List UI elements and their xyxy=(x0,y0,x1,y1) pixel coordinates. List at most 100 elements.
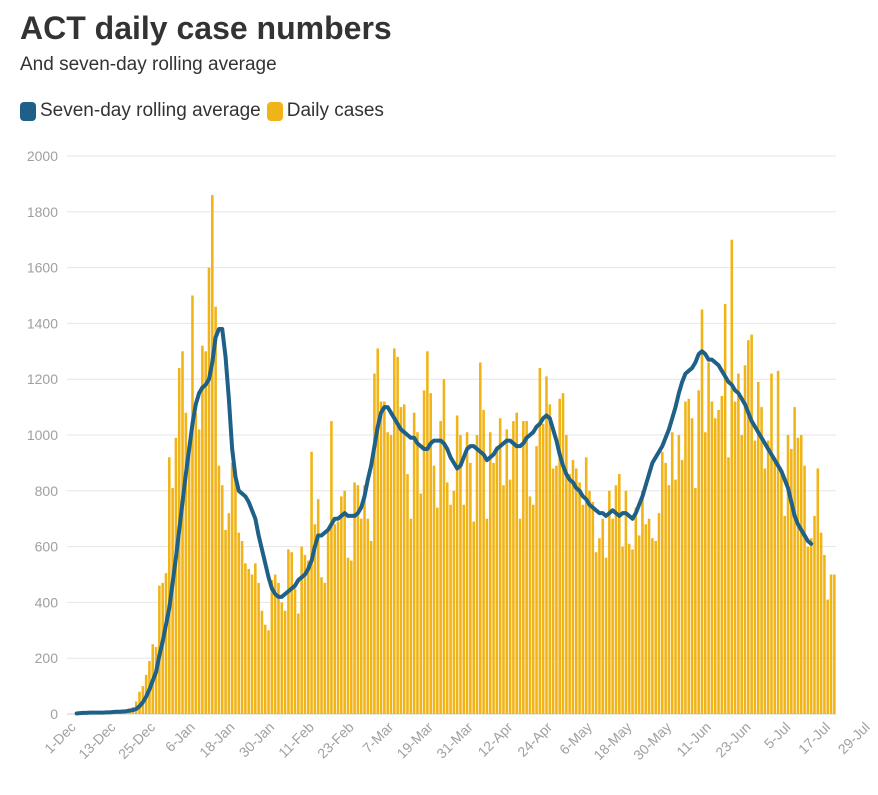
bar-daily-cases[interactable] xyxy=(270,580,274,714)
bar-daily-cases[interactable] xyxy=(214,306,217,714)
bar-daily-cases[interactable] xyxy=(436,507,439,714)
bar-daily-cases[interactable] xyxy=(396,356,399,714)
bar-daily-cases[interactable] xyxy=(535,446,538,714)
bar-daily-cases[interactable] xyxy=(247,568,250,714)
bar-daily-cases[interactable] xyxy=(819,532,823,714)
bar-daily-cases[interactable] xyxy=(220,485,224,714)
bar-daily-cases[interactable] xyxy=(704,432,707,714)
bar-daily-cases[interactable] xyxy=(641,490,644,714)
bar-daily-cases[interactable] xyxy=(330,421,333,714)
bar-daily-cases[interactable] xyxy=(237,532,241,714)
bar-daily-cases[interactable] xyxy=(654,541,657,714)
bar-daily-cases[interactable] xyxy=(316,499,320,714)
bar-daily-cases[interactable] xyxy=(720,395,724,714)
bar-daily-cases[interactable] xyxy=(763,468,767,714)
bar-daily-cases[interactable] xyxy=(823,554,826,714)
bar-daily-cases[interactable] xyxy=(700,309,704,714)
bar-daily-cases[interactable] xyxy=(793,407,796,714)
bar-daily-cases[interactable] xyxy=(717,409,720,714)
bar-daily-cases[interactable] xyxy=(551,468,555,714)
bar-daily-cases[interactable] xyxy=(561,393,565,714)
bar-daily-cases[interactable] xyxy=(389,435,393,714)
bar-daily-cases[interactable] xyxy=(525,421,528,714)
bar-daily-cases[interactable] xyxy=(422,390,426,714)
bar-daily-cases[interactable] xyxy=(240,541,244,714)
bar-daily-cases[interactable] xyxy=(621,546,624,714)
bar-daily-cases[interactable] xyxy=(234,468,237,714)
bar-daily-cases[interactable] xyxy=(723,303,727,714)
bar-daily-cases[interactable] xyxy=(694,488,697,714)
bar-daily-cases[interactable] xyxy=(667,485,671,714)
bar-daily-cases[interactable] xyxy=(297,613,300,714)
bar-daily-cases[interactable] xyxy=(770,373,773,714)
bar-daily-cases[interactable] xyxy=(591,501,595,714)
bar-daily-cases[interactable] xyxy=(637,535,641,714)
bar-daily-cases[interactable] xyxy=(498,418,502,714)
bar-daily-cases[interactable] xyxy=(267,630,270,714)
bar-daily-cases[interactable] xyxy=(475,435,479,714)
bar-daily-cases[interactable] xyxy=(363,485,366,714)
bar-daily-cases[interactable] xyxy=(743,365,747,714)
bar-daily-cases[interactable] xyxy=(522,421,525,714)
bar-daily-cases[interactable] xyxy=(366,518,370,714)
bar-daily-cases[interactable] xyxy=(287,549,290,714)
bar-daily-cases[interactable] xyxy=(796,437,800,714)
bar-daily-cases[interactable] xyxy=(472,521,475,714)
bar-daily-cases[interactable] xyxy=(211,195,214,714)
bar-daily-cases[interactable] xyxy=(197,429,201,714)
bar-daily-cases[interactable] xyxy=(409,518,413,714)
bar-daily-cases[interactable] xyxy=(578,482,581,714)
bar-daily-cases[interactable] xyxy=(813,515,816,714)
bar-daily-cases[interactable] xyxy=(710,401,714,714)
bar-daily-cases[interactable] xyxy=(429,393,432,714)
bar-daily-cases[interactable] xyxy=(254,563,257,714)
bar-daily-cases[interactable] xyxy=(191,295,194,715)
bar-daily-cases[interactable] xyxy=(492,462,495,714)
bar-daily-cases[interactable] xyxy=(548,404,552,714)
bar-daily-cases[interactable] xyxy=(485,518,489,714)
bar-daily-cases[interactable] xyxy=(680,460,684,714)
bar-daily-cases[interactable] xyxy=(303,554,307,714)
bar-daily-cases[interactable] xyxy=(416,432,419,714)
bar-daily-cases[interactable] xyxy=(277,582,280,714)
bar-daily-cases[interactable] xyxy=(687,398,691,714)
bar-daily-cases[interactable] xyxy=(608,490,611,714)
bar-daily-cases[interactable] xyxy=(508,479,512,714)
bar-daily-cases[interactable] xyxy=(412,412,416,714)
bar-daily-cases[interactable] xyxy=(224,529,227,714)
bar-daily-cases[interactable] xyxy=(369,541,373,714)
bar-daily-cases[interactable] xyxy=(399,407,403,714)
bar-daily-cases[interactable] xyxy=(713,418,717,714)
bar-daily-cases[interactable] xyxy=(677,435,681,714)
line-rolling-average[interactable] xyxy=(74,326,814,716)
bar-daily-cases[interactable] xyxy=(359,518,363,714)
bar-daily-cases[interactable] xyxy=(816,468,820,714)
bar-daily-cases[interactable] xyxy=(790,448,793,714)
bar-daily-cases[interactable] xyxy=(455,415,459,714)
bar-daily-cases[interactable] xyxy=(604,557,608,714)
bar-daily-cases[interactable] xyxy=(747,340,750,714)
bar-daily-cases[interactable] xyxy=(217,465,221,714)
bar-daily-cases[interactable] xyxy=(545,376,548,714)
bar-daily-cases[interactable] xyxy=(310,451,313,714)
bar-daily-cases[interactable] xyxy=(611,518,614,714)
bar-daily-cases[interactable] xyxy=(515,412,518,714)
bar-daily-cases[interactable] xyxy=(512,421,515,714)
bar-daily-cases[interactable] xyxy=(260,610,264,714)
bar-daily-cases[interactable] xyxy=(204,351,207,714)
bar-daily-cases[interactable] xyxy=(293,588,297,714)
bar-daily-cases[interactable] xyxy=(647,518,651,714)
bar-daily-cases[interactable] xyxy=(313,524,317,714)
bar-daily-cases[interactable] xyxy=(730,239,734,714)
bar-daily-cases[interactable] xyxy=(376,348,380,714)
bar-daily-cases[interactable] xyxy=(574,468,578,714)
bar-daily-cases[interactable] xyxy=(250,574,254,715)
bar-daily-cases[interactable] xyxy=(280,602,284,714)
bar-daily-cases[interactable] xyxy=(581,504,585,714)
bar-daily-cases[interactable] xyxy=(737,373,740,714)
bar-daily-cases[interactable] xyxy=(326,529,330,714)
bar-daily-cases[interactable] xyxy=(227,513,231,714)
bar-daily-cases[interactable] xyxy=(320,577,323,714)
bar-daily-cases[interactable] xyxy=(168,457,171,714)
bar-daily-cases[interactable] xyxy=(419,493,423,714)
